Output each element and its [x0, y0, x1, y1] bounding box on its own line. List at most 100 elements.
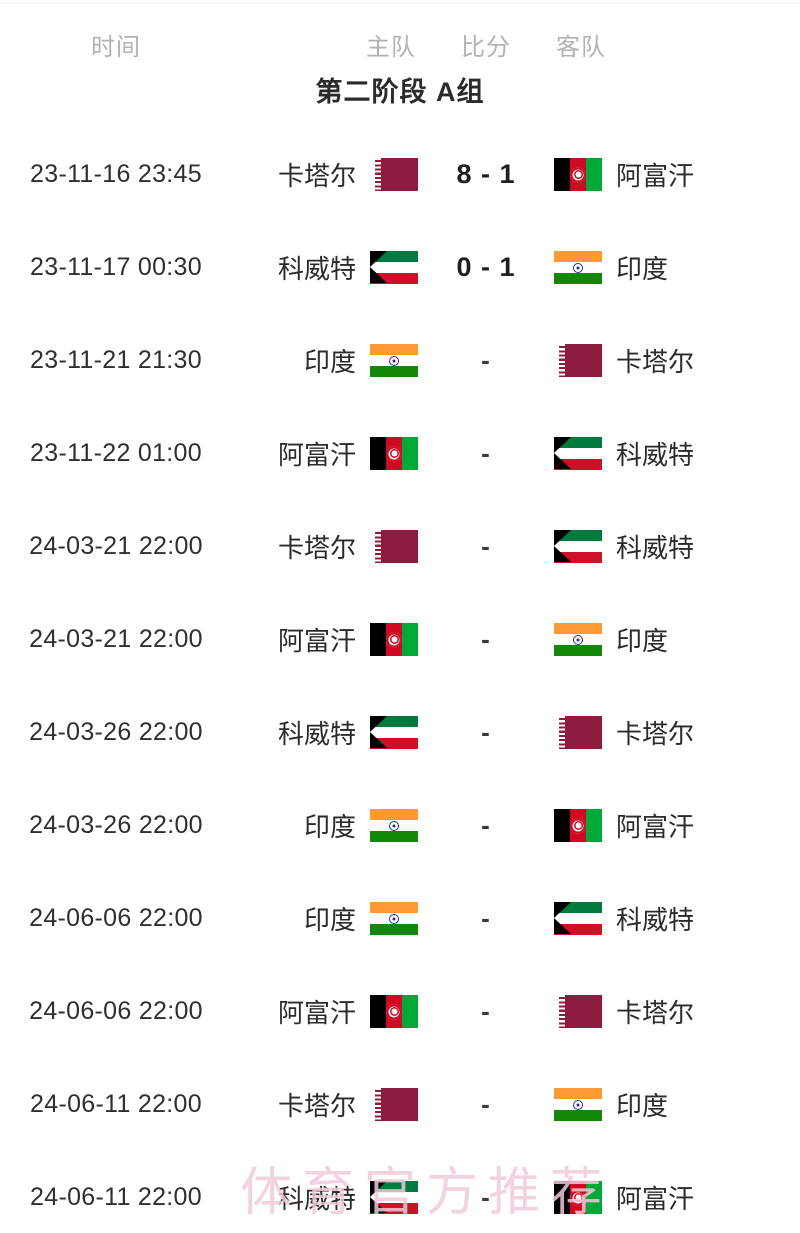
kuwait-flag-icon: [370, 1181, 418, 1214]
away-team[interactable]: 科威特: [544, 435, 800, 472]
away-team-name: 科威特: [616, 533, 695, 563]
match-score: 8 - 1: [456, 159, 516, 189]
home-team-name: 科威特: [277, 1184, 356, 1214]
india-flag-icon: [554, 1088, 602, 1121]
match-score: -: [481, 345, 491, 375]
home-team-name: 科威特: [277, 254, 356, 284]
away-team-name: 阿富汗: [616, 161, 695, 191]
match-row[interactable]: 23-11-22 01:00 阿富汗 - 科威特: [0, 407, 800, 500]
qatar-flag-icon: [370, 1088, 418, 1121]
away-team[interactable]: 卡塔尔: [544, 342, 800, 379]
match-row[interactable]: 24-03-21 22:00 卡塔尔 - 科威特: [0, 500, 800, 593]
home-team-name: 印度: [303, 347, 356, 377]
kuwait-hoist-trapezoid: [370, 251, 387, 283]
kuwait-hoist-trapezoid: [554, 902, 571, 934]
match-row[interactable]: 24-03-21 22:00 阿富汗 - 印度: [0, 593, 800, 686]
home-team-name: 阿富汗: [277, 998, 356, 1028]
match-score: -: [481, 903, 491, 933]
afghanistan-emblem: [386, 1004, 402, 1019]
afghanistan-emblem: [386, 632, 402, 647]
match-row[interactable]: 23-11-21 21:30 印度 - 卡塔尔: [0, 314, 800, 407]
home-team[interactable]: 卡塔尔: [232, 1086, 428, 1123]
home-team[interactable]: 卡塔尔: [232, 528, 428, 565]
away-team-name: 印度: [616, 626, 669, 656]
india-ashoka-chakra: [573, 262, 583, 273]
home-team[interactable]: 阿富汗: [232, 621, 428, 658]
match-time: 24-06-11 22:00: [30, 1090, 202, 1118]
away-team-name: 印度: [616, 254, 669, 284]
home-team-name: 阿富汗: [277, 626, 356, 656]
match-row[interactable]: 24-06-11 22:00 卡塔尔 - 印度: [0, 1058, 800, 1151]
match-row[interactable]: 24-06-11 22:00 科威特 - 阿富汗: [0, 1151, 800, 1233]
column-header-away: 客队: [556, 33, 606, 61]
match-score: 0 - 1: [456, 252, 516, 282]
india-ashoka-chakra: [389, 913, 399, 924]
away-team[interactable]: 卡塔尔: [544, 993, 800, 1030]
match-score: -: [481, 996, 491, 1026]
qatar-flag-icon: [554, 716, 602, 749]
table-header-row: 时间 主队 比分 客队: [0, 22, 800, 66]
home-team-name: 卡塔尔: [277, 161, 356, 191]
home-team[interactable]: 卡塔尔: [232, 156, 428, 193]
match-row[interactable]: 24-06-06 22:00 印度 - 科威特: [0, 872, 800, 965]
india-ashoka-chakra: [573, 1099, 583, 1110]
india-flag-icon: [370, 902, 418, 935]
match-row[interactable]: 24-03-26 22:00 科威特 - 卡塔尔: [0, 686, 800, 779]
match-time: 24-03-21 22:00: [29, 625, 203, 653]
kuwait-flag-icon: [370, 716, 418, 749]
kuwait-hoist-trapezoid: [554, 530, 571, 562]
match-row[interactable]: 23-11-16 23:45 卡塔尔 8 - 1 阿富汗: [0, 128, 800, 221]
top-divider: [0, 3, 800, 4]
away-team[interactable]: 印度: [544, 249, 800, 286]
match-list: 23-11-16 23:45 卡塔尔 8 - 1 阿富汗 23-11-17 00:30 科…: [0, 128, 800, 1233]
away-team[interactable]: 印度: [544, 621, 800, 658]
home-team-name: 印度: [303, 905, 356, 935]
home-team[interactable]: 科威特: [232, 249, 428, 286]
away-team[interactable]: 阿富汗: [544, 807, 800, 844]
group-title: 第二阶段 A组: [315, 77, 485, 107]
kuwait-hoist-trapezoid: [370, 716, 387, 748]
qatar-flag-icon: [370, 530, 418, 563]
home-team[interactable]: 科威特: [232, 1179, 428, 1216]
afghanistan-flag-icon: [370, 995, 418, 1028]
home-team-name: 阿富汗: [277, 440, 356, 470]
match-row[interactable]: 23-11-17 00:30 科威特 0 - 1 印度: [0, 221, 800, 314]
away-team[interactable]: 科威特: [544, 900, 800, 937]
match-score: -: [481, 438, 491, 468]
home-team-name: 印度: [303, 812, 356, 842]
match-time: 24-06-06 22:00: [29, 904, 203, 932]
match-score: -: [481, 624, 491, 654]
india-flag-icon: [554, 251, 602, 284]
home-team[interactable]: 阿富汗: [232, 435, 428, 472]
home-team[interactable]: 科威特: [232, 714, 428, 751]
qatar-serration: [370, 158, 381, 191]
home-team-name: 卡塔尔: [277, 533, 356, 563]
away-team[interactable]: 阿富汗: [544, 156, 800, 193]
home-team[interactable]: 阿富汗: [232, 993, 428, 1030]
away-team[interactable]: 科威特: [544, 528, 800, 565]
qatar-flag-icon: [554, 995, 602, 1028]
india-ashoka-chakra: [389, 355, 399, 366]
match-score: -: [481, 717, 491, 747]
away-team[interactable]: 印度: [544, 1086, 800, 1123]
india-flag-icon: [370, 809, 418, 842]
away-team-name: 阿富汗: [616, 1184, 695, 1214]
match-row[interactable]: 24-06-06 22:00 阿富汗 - 卡塔尔: [0, 965, 800, 1058]
india-ashoka-chakra: [573, 634, 583, 645]
match-time: 24-06-06 22:00: [29, 997, 203, 1025]
match-score: -: [481, 531, 491, 561]
away-team[interactable]: 阿富汗: [544, 1179, 800, 1216]
home-team[interactable]: 印度: [232, 807, 428, 844]
match-time: 23-11-16 23:45: [30, 160, 202, 188]
away-team[interactable]: 卡塔尔: [544, 714, 800, 751]
away-team-name: 科威特: [616, 440, 695, 470]
home-team[interactable]: 印度: [232, 900, 428, 937]
qatar-flag-icon: [554, 344, 602, 377]
india-ashoka-chakra: [389, 820, 399, 831]
home-team[interactable]: 印度: [232, 342, 428, 379]
match-row[interactable]: 24-03-26 22:00 印度 - 阿富汗: [0, 779, 800, 872]
india-flag-icon: [370, 344, 418, 377]
column-header-time: 时间: [91, 33, 141, 61]
away-team-name: 阿富汗: [616, 812, 695, 842]
column-header-home: 主队: [366, 33, 416, 61]
